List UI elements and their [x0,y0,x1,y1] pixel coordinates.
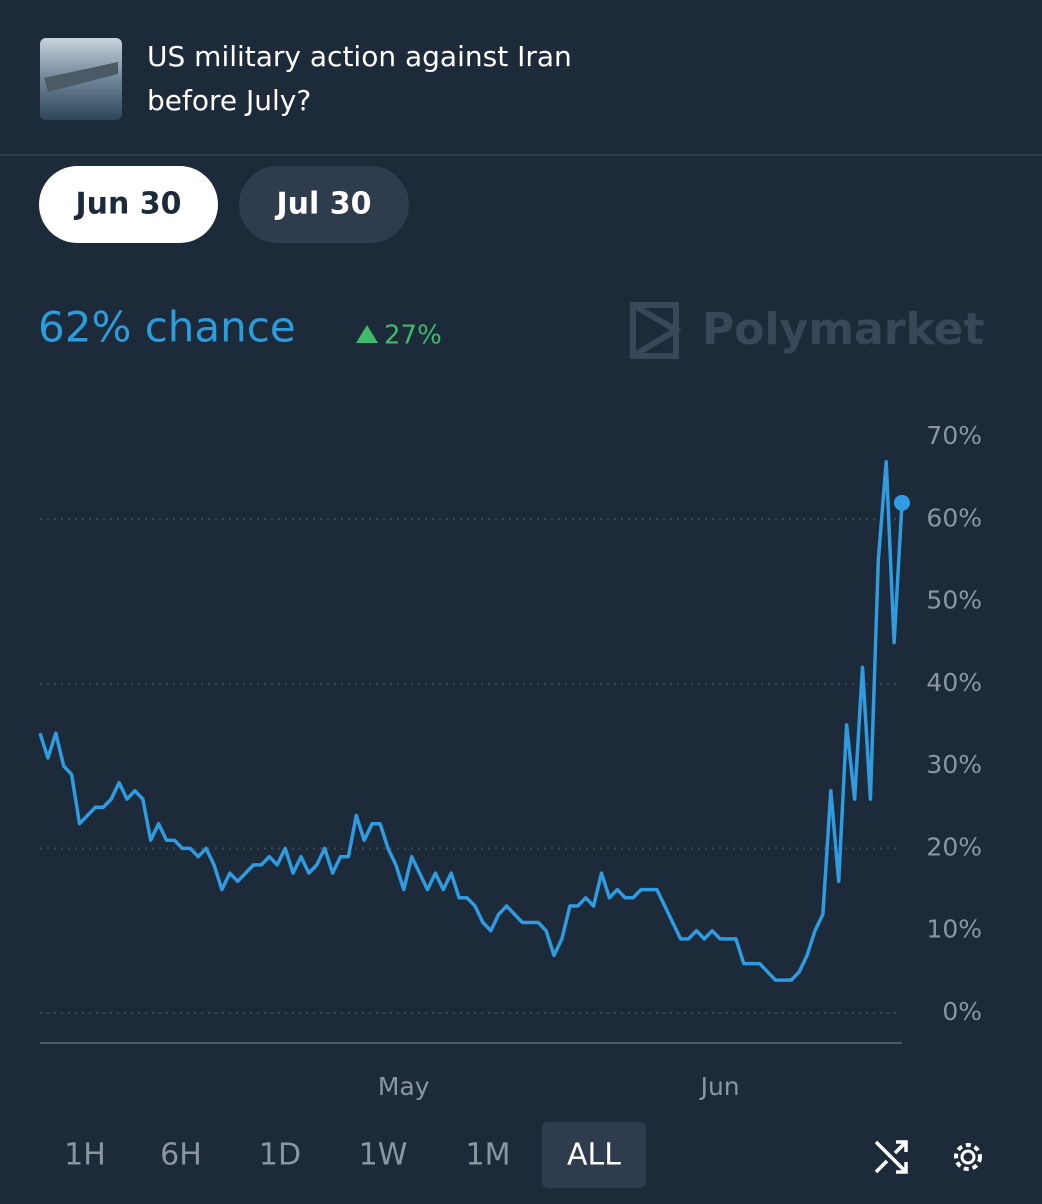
brand-logo [630,302,682,359]
range-button[interactable]: 1D [259,1138,301,1173]
range-button[interactable]: 1M [466,1138,511,1173]
y-tick-label: 70% [926,421,982,450]
up-arrow [356,325,378,343]
tab-label[interactable]: Jul 30 [275,187,372,222]
toolbar-icons [874,1140,982,1174]
brand: Polymarket [702,304,984,355]
shuffle-icon[interactable] [874,1140,908,1174]
change: 27% [384,321,442,351]
chance: 62% chance [38,303,296,352]
range-active-bg[interactable] [542,1122,646,1188]
tab-label[interactable]: Jun 30 [73,187,181,222]
y-tick-label: 50% [926,586,982,615]
x-tick-label: Jun [699,1072,740,1101]
x-tick-label: May [378,1072,430,1101]
y-tick-label: 10% [926,915,982,944]
y-tick-label: 60% [926,503,982,532]
current-point [894,494,910,511]
y-tick-label: 30% [926,750,982,779]
price-line [38,459,904,982]
settings-icon[interactable] [954,1143,982,1171]
tab[interactable] [239,166,409,243]
market-title: before July? [147,84,311,117]
range-button[interactable]: 6H [160,1138,202,1173]
range-button[interactable]: ALL [567,1138,621,1173]
market-title: US military action against Iran [147,40,572,73]
y-tick-label: 40% [926,668,982,697]
range-button[interactable]: 1H [64,1138,106,1173]
settings-icon-core [960,1149,976,1165]
y-tick-label: 20% [926,832,982,861]
y-tick-label: 0% [942,997,982,1026]
ship-icon [44,62,118,92]
range-button[interactable]: 1W [359,1138,408,1173]
tab-active[interactable] [39,166,218,243]
